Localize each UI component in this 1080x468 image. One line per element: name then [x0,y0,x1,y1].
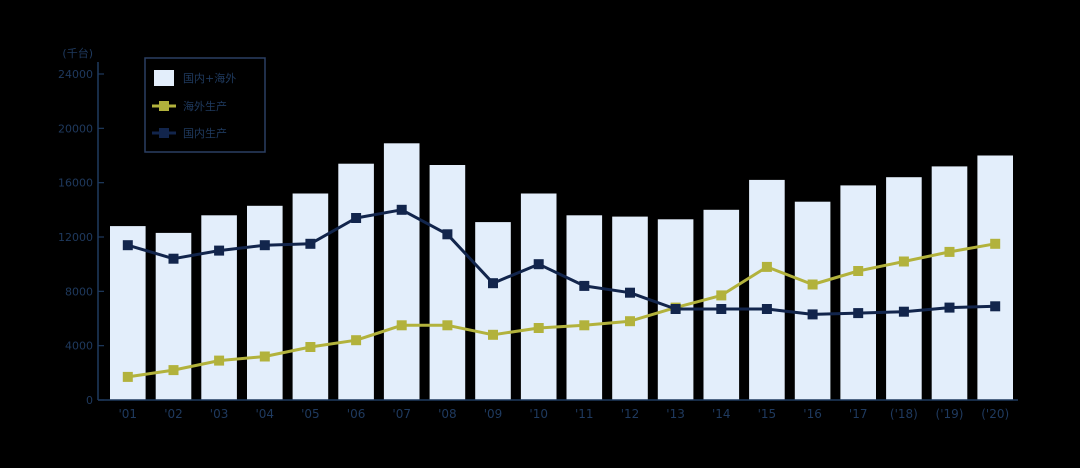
series-0-point-8 [488,329,498,340]
series-1-point-8 [488,278,498,289]
bar-16 [840,185,876,400]
y-tick-label-5: 20000 [58,122,93,135]
lines-layer [122,204,1001,382]
series-0-point-13 [716,290,727,301]
bar-8 [475,222,511,400]
bar-5 [338,163,374,400]
x-tick-label-18: ('19) [936,407,964,421]
legend-label-1: 海外生产 [183,99,227,113]
series-0-point-18 [944,246,955,257]
series-0-point-6 [396,320,407,331]
x-tick-label-13: '14 [712,407,731,421]
series-1-point-13 [716,304,727,314]
series-1-point-14 [761,304,772,314]
bar-6 [383,143,420,401]
series-0-point-4 [305,342,316,352]
legend-swatch-0 [154,70,174,86]
bar-7 [429,165,466,400]
legend-marker-2 [159,128,169,138]
x-tick-label-10: '11 [575,407,594,421]
series-0-point-19 [990,238,1001,249]
bar-19 [977,155,1013,400]
y-unit-label: (千台) [62,46,93,60]
x-tick-label-4: '05 [301,407,320,421]
series-0-point-9 [533,323,544,333]
series-1-point-6 [396,204,407,215]
legend-marker-1 [159,101,169,111]
axis-layer: (千台) 0 4000 8000 12000 16000 20000 24000 '01 '02 '… [58,46,1018,421]
series-1-point-9 [533,259,544,270]
legend-label-2: 国内生产 [183,126,227,140]
x-tick-label-16: '17 [849,407,868,421]
x-tick-label-9: '10 [529,407,548,421]
bar-15 [794,201,831,400]
bar-14 [749,179,785,400]
y-tick-label-1: 4000 [65,340,93,353]
series-0-point-10 [579,320,590,331]
series-0-point-11 [625,316,635,327]
series-0-point-15 [807,279,818,290]
series-0-point-5 [351,335,362,346]
series-1-point-12 [670,304,681,314]
series-1-point-19 [990,301,1001,312]
y-tick-label-4: 16000 [58,177,93,190]
x-tick-label-14: '15 [758,407,777,421]
series-0-point-3 [259,351,270,362]
bar-10 [566,215,603,400]
bar-3 [247,205,283,400]
x-tick-label-17: ('18) [890,407,918,421]
series-1-point-7 [442,229,453,240]
series-line-1 [127,208,996,316]
series-1-point-3 [259,240,270,251]
series-1-point-17 [898,306,909,317]
x-tick-label-6: '07 [392,407,411,421]
series-0-point-14 [761,261,772,272]
x-tick-label-3: '04 [256,407,275,421]
x-tick-label-5: '06 [347,407,366,421]
bar-11 [612,216,648,400]
series-1-point-5 [351,213,362,223]
legend-box [144,57,266,153]
y-tick-label-6: 24000 [58,68,93,81]
x-tick-label-12: '13 [666,407,685,421]
y-tick-label-3: 12000 [58,231,93,244]
series-0-point-2 [214,355,225,366]
x-tick-label-1: '02 [164,407,183,421]
x-tick-label-11: '12 [621,407,640,421]
series-1-point-4 [305,238,316,249]
series-line-0 [127,242,996,379]
x-tick-label-15: '16 [803,407,822,421]
legend-label-0: 国内+海外 [183,71,236,85]
series-0-point-0 [122,371,133,382]
series-0-point-1 [168,365,179,376]
bar-18 [931,166,968,400]
bar-2 [201,215,237,400]
series-1-point-16 [853,308,864,319]
bars-layer [110,143,1013,401]
bar-0 [110,226,146,400]
bar-4 [292,193,329,400]
series-1-point-18 [944,302,955,313]
series-1-point-11 [625,287,635,298]
x-tick-label-19: ('20) [981,407,1009,421]
bar-9 [520,193,557,400]
bar-17 [886,177,922,400]
series-0-point-17 [898,256,909,267]
series-1-point-0 [122,240,133,251]
series-1-point-10 [579,280,590,291]
series-1-point-15 [807,309,818,320]
series-1-point-1 [168,253,179,264]
x-tick-label-2: '03 [210,407,229,421]
x-tick-label-8: '09 [484,407,503,421]
series-0-point-16 [853,266,864,276]
series-0-point-7 [442,320,453,331]
y-tick-label-0: 0 [86,394,93,407]
x-tick-label-0: '01 [119,407,138,421]
x-tick-label-7: '08 [438,407,457,421]
series-1-point-2 [214,245,225,256]
y-tick-label-2: 8000 [65,285,93,298]
